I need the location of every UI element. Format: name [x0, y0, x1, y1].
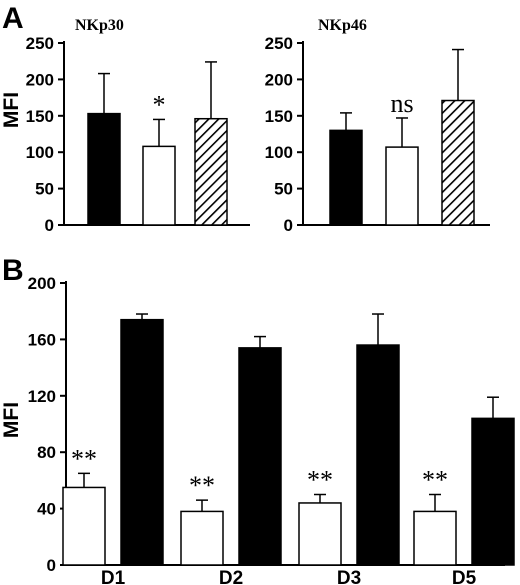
x-category-label: D5: [452, 568, 477, 585]
y-tick-label: 50: [35, 180, 54, 199]
bar: [180, 510, 224, 566]
significance-label: **: [307, 466, 333, 495]
y-tick-label: 0: [284, 216, 293, 235]
panel-label-b: B: [2, 254, 24, 287]
bar: [298, 502, 342, 566]
y-tick-label: 200: [265, 70, 293, 89]
y-tick-label: 100: [26, 143, 54, 162]
y-tick-label: 80: [37, 443, 56, 462]
chart-nkp30: 0 50 100 150 200 250 NKp30 MFI *: [0, 17, 250, 235]
y-tick-label: 250: [26, 34, 54, 53]
significance-label: *: [153, 90, 166, 119]
chart-donors: 0 40 80 120 160 200 MFI ** D1 ** D2 ** D3 ** D5: [0, 274, 515, 585]
bar: [441, 99, 475, 226]
y-tick-label: 250: [265, 34, 293, 53]
y-tick-label: 160: [28, 330, 56, 349]
y-tick-label: 150: [265, 107, 293, 126]
x-category-label: D2: [219, 568, 243, 585]
significance-label: **: [189, 471, 215, 500]
bar: [87, 112, 121, 226]
bar: [356, 344, 400, 566]
chart-title: NKp30: [75, 17, 124, 34]
chart-nkp46: 0 50 100 150 200 250 NKp46 ns: [265, 17, 490, 235]
y-tick-label: 120: [28, 387, 56, 406]
chart-title: NKp46: [318, 17, 367, 34]
bar: [142, 145, 176, 226]
y-axis-label: MFI: [0, 402, 23, 438]
y-axis-label: MFI: [0, 92, 23, 128]
y-tick-label: 100: [265, 143, 293, 162]
significance-label: **: [71, 444, 97, 473]
bar: [194, 117, 228, 226]
bar: [62, 486, 106, 566]
significance-label: ns: [390, 89, 413, 118]
y-tick-label: 200: [28, 274, 56, 293]
bar: [385, 146, 419, 226]
y-tick-label: 50: [274, 180, 293, 199]
y-tick-label: 0: [45, 216, 54, 235]
bar: [413, 510, 457, 566]
y-tick-label: 200: [26, 70, 54, 89]
bar: [120, 318, 164, 566]
bar: [471, 417, 515, 566]
bar: [329, 129, 363, 226]
y-tick-label: 150: [26, 107, 54, 126]
y-tick-label: 40: [37, 500, 56, 519]
y-tick-label: 0: [47, 556, 56, 575]
significance-label: **: [422, 466, 448, 495]
x-category-label: D1: [101, 568, 126, 585]
panel-label-a: A: [2, 2, 24, 35]
bar: [238, 347, 282, 566]
x-category-label: D3: [337, 568, 361, 585]
